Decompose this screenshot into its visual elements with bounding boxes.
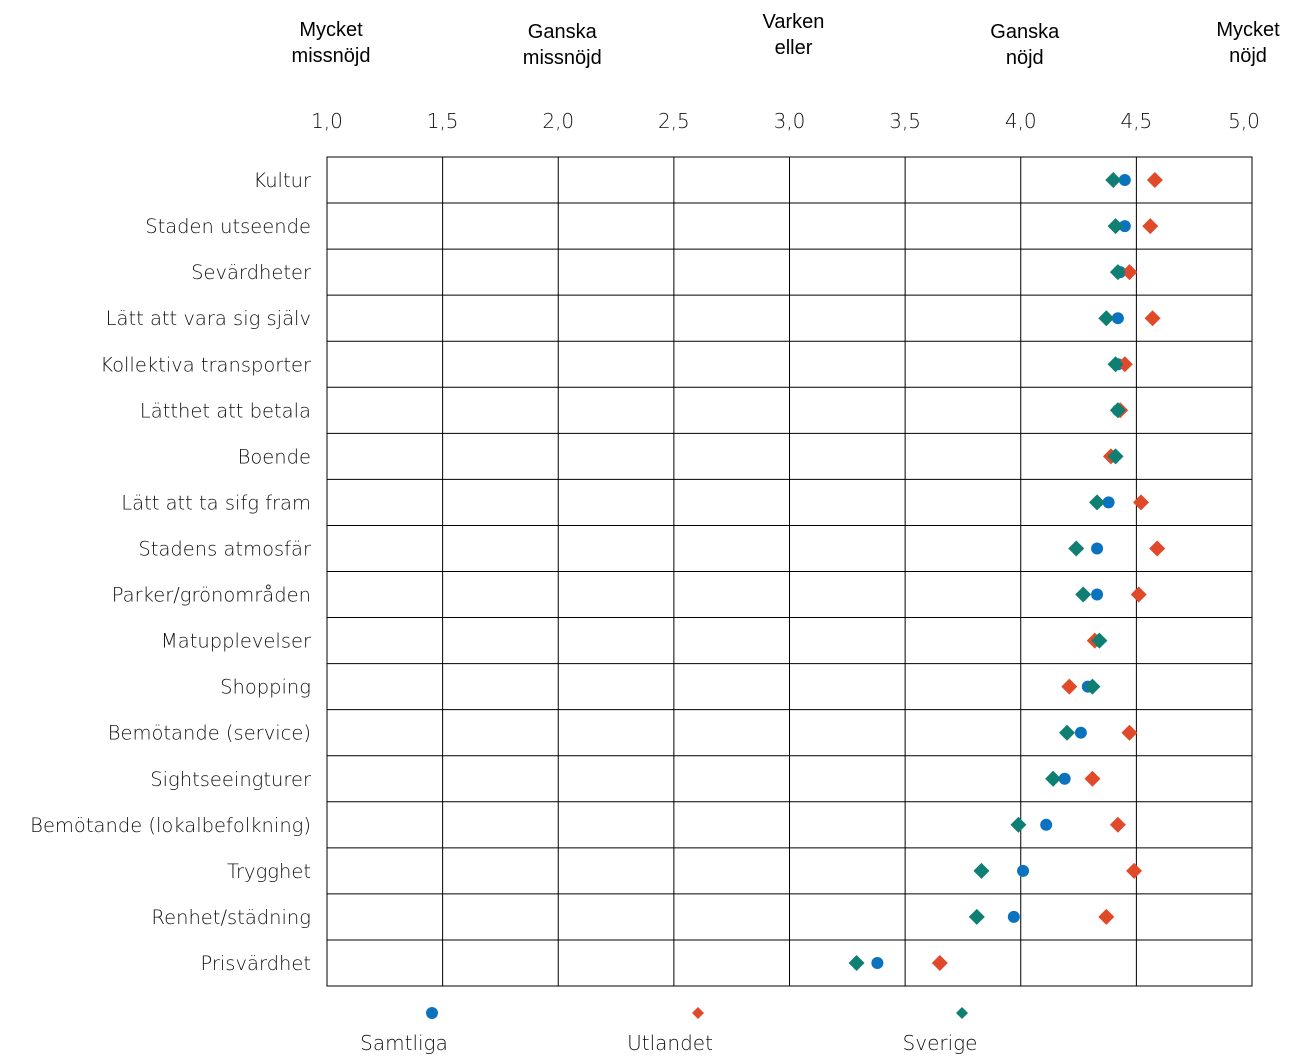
point-samtliga [1091,542,1104,555]
point-sverige [1091,632,1108,649]
point-utlandet [1084,770,1101,787]
x-tick-label: 5,0 [1228,109,1260,133]
point-sverige [1089,494,1106,511]
point-sverige [1109,264,1126,281]
point-utlandet [1144,310,1161,327]
point-samtliga [1102,496,1115,509]
point-sverige [1059,724,1075,741]
point-utlandet [1133,494,1149,511]
legend-marker-samtliga [426,1007,438,1019]
x-tick-label: 3,5 [889,109,921,133]
point-samtliga [1007,910,1020,923]
x-tick-label: 2,5 [658,109,690,133]
point-samtliga [1111,312,1124,325]
legend-marker-sverige [956,1007,968,1019]
scale-label: missnöjd [523,47,602,69]
point-utlandet [1098,908,1115,925]
x-tick-label: 4,5 [1120,109,1152,133]
category-label: Bemötande (lokalbefolkning) [30,814,311,837]
point-samtliga [871,956,884,969]
point-sverige [1109,402,1126,419]
point-samtliga [1040,818,1053,831]
point-sverige [1098,310,1115,327]
category-label: Kultur [253,169,311,192]
category-label: Kollektiva transporter [100,353,311,376]
category-label: Stadens atmosfär [138,537,311,560]
legend-label: Sverige [903,1031,978,1055]
category-label: Sightseeingturer [150,768,311,791]
legend-label: Samtliga [360,1031,448,1055]
legend-marker-utlandet [692,1007,704,1019]
category-labels: Kultur Staden utseende Sevärdheter Lätt att… [30,169,311,975]
category-label: Sevärdheter [191,261,311,284]
scale-labels: Mycket missnöjd Ganska missnöjd Varken eller G… [292,11,1281,69]
x-tick-label: 1,5 [427,109,459,133]
point-utlandet [931,954,948,971]
scale-label: nöjd [1006,47,1044,69]
plot-grid [326,156,1253,987]
point-sverige [968,908,985,925]
category-label: Parker/grönområden [112,584,311,607]
point-samtliga [1118,174,1131,187]
point-sverige [973,862,990,879]
point-samtliga [1058,772,1071,785]
point-samtliga [1118,220,1131,233]
point-utlandet [1121,724,1138,741]
scale-label: eller [775,37,813,59]
x-axis-ticks: 1,0 1,5 2,0 2,5 3,0 3,5 4,0 4,5 5,0 [311,109,1260,133]
point-utlandet [1146,172,1163,189]
point-utlandet [1116,356,1133,373]
x-tick-label: 2,0 [542,109,574,133]
scale-label: Ganska [990,21,1060,43]
point-utlandet [1121,264,1138,281]
point-sverige [848,954,865,971]
category-label: Lätthet att betala [140,399,311,422]
category-label: Matupplevelser [161,630,311,653]
point-sverige [1068,540,1085,557]
point-utlandet [1126,862,1143,879]
point-sverige [1107,218,1124,235]
category-label: Shopping [220,676,311,699]
scale-label: missnöjd [292,45,371,67]
point-utlandet [1061,678,1078,695]
series-sverige [848,172,1126,971]
point-sverige [1107,356,1124,373]
point-samtliga [1074,726,1087,739]
x-tick-label: 1,0 [311,109,343,133]
point-sverige [1107,448,1124,465]
point-sverige [1105,172,1122,189]
scale-label: nöjd [1229,45,1267,67]
category-label: Lätt att ta sifg fram [121,491,311,514]
point-sverige [1010,816,1027,833]
x-tick-label: 3,0 [774,109,806,133]
legend: Samtliga Utlandet Sverige [360,1007,977,1055]
category-label: Prisvärdhet [200,952,311,975]
category-label: Staden utseende [145,215,311,238]
category-label: Trygghet [227,860,311,883]
point-samtliga [1017,864,1030,877]
point-utlandet [1142,218,1159,235]
point-samtliga [1091,588,1104,601]
scale-label: Varken [763,11,825,33]
scale-label: Mycket [299,19,363,41]
category-label: Bemötande (service) [108,722,311,745]
scale-label: Mycket [1216,19,1280,41]
point-utlandet [1130,586,1147,603]
legend-label: Utlandet [627,1031,713,1055]
point-sverige [1075,586,1092,603]
category-label: Lätt att vara sig själv [106,307,311,330]
point-utlandet [1109,816,1126,833]
category-label: Renhet/städning [151,906,311,929]
category-label: Boende [238,445,311,468]
point-utlandet [1149,540,1166,557]
point-sverige [1045,770,1062,787]
point-sverige [1084,678,1101,695]
series-utlandet [931,172,1166,971]
data-points [848,172,1166,971]
scale-label: Ganska [528,21,598,43]
x-tick-label: 4,0 [1005,109,1037,133]
